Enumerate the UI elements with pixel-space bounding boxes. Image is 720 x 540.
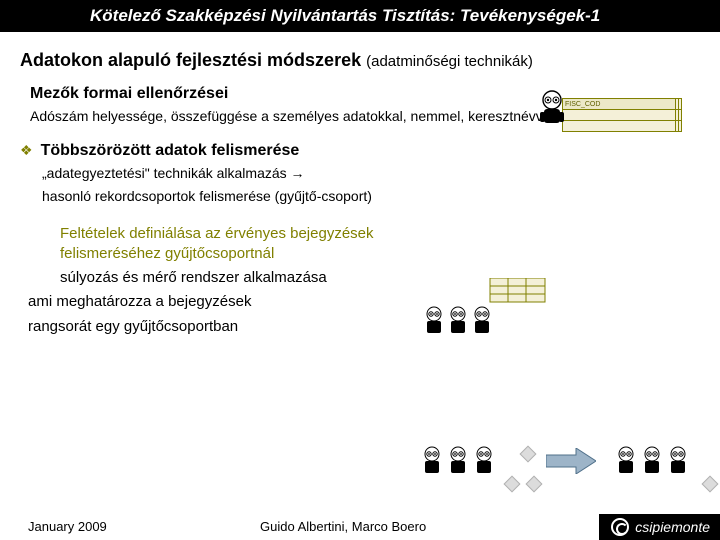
section3-line4: rangsorát egy gyűjtőcsoportban: [28, 317, 700, 337]
footer-date: January 2009: [28, 519, 107, 534]
section2-bullet: ❖ Többszörözött adatok felismerése: [20, 142, 700, 160]
slide-footer: January 2009 Guido Albertini, Marco Boer…: [0, 512, 720, 540]
section3-line3: ami meghatározza a bejegyzések: [28, 292, 700, 312]
section2-line2: hasonló rekordcsoportok felismerése (gyű…: [42, 187, 402, 206]
section2-line1: „adategyeztetési" technikák alkalmazás →: [42, 164, 700, 183]
heading-text: Adatokon alapuló fejlesztési módszerek: [20, 50, 361, 70]
section3-line2: súlyozás és mérő rendszer alkalmazása: [60, 268, 700, 288]
inspector-icon: [532, 88, 572, 128]
mini-table-header-cell: FISC_COD: [563, 99, 676, 110]
cluster-group-a-icon: [420, 278, 550, 353]
logo-swirl-icon: [611, 518, 629, 536]
cluster-group-c-icon: [612, 438, 712, 493]
main-heading: Adatokon alapuló fejlesztési módszerek (…: [20, 50, 700, 71]
footer-logo: csipiemonte: [599, 514, 720, 540]
slide-body: Adatokon alapuló fejlesztési módszerek (…: [0, 32, 720, 337]
heading-note: (adatminőségi technikák): [366, 53, 533, 70]
section3-line1: Feltételek definiálása az érvényes bejeg…: [60, 224, 460, 265]
diamond-bullet-icon: ❖: [20, 142, 33, 159]
diamond-marker-icon: [526, 476, 543, 493]
mini-data-table-icon: FISC_COD: [562, 98, 682, 132]
arrow-right-icon: [546, 448, 596, 474]
slide-title: Kötelező Szakképzési Nyilvántartás Tiszt…: [0, 0, 720, 32]
footer-author: Guido Albertini, Marco Boero: [260, 519, 426, 534]
footer-brand-text: csipiemonte: [635, 519, 710, 535]
section2-title: Többszörözött adatok felismerése: [41, 142, 300, 160]
